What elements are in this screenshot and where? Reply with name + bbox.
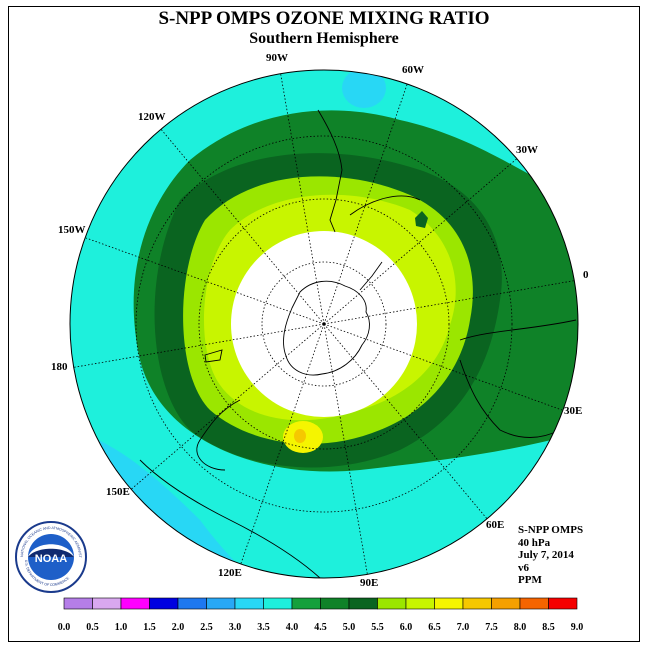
lon-label-150e: 150E [106, 486, 130, 498]
info-instrument: S-NPP OMPS [518, 524, 584, 536]
lon-label-90w: 90W [266, 52, 288, 64]
lon-label-90e: 90E [360, 577, 378, 589]
info-pressure: 40 hPa [518, 536, 551, 549]
lon-label-150w: 150W [58, 224, 86, 236]
noaa-logo: NOAA NATIONAL OCEANIC AND ATMOSPHERIC AD… [14, 520, 87, 593]
ozone-fill-3-0-north [342, 70, 386, 108]
info-version: v6 [518, 561, 529, 574]
logo-text: NOAA [35, 553, 67, 565]
lon-label-180: 180 [51, 361, 68, 373]
lon-label-30w: 30W [516, 144, 538, 156]
lon-label-120e: 120E [218, 567, 242, 579]
ozone-fill-3-5 [70, 70, 578, 578]
map-subtitle: Southern Hemisphere [249, 30, 399, 47]
info-units: PPM [518, 574, 542, 586]
map-info: S-NPP OMPS 40 hPa July 7, 2014 v6 PPM [518, 524, 583, 587]
coastlines [139, 109, 577, 578]
lon-label-30e: 30E [564, 405, 582, 417]
ozone-fill-5-0-spot [415, 211, 428, 228]
lon-label-60w: 60W [402, 64, 424, 76]
ozone-fill-7-0 [294, 429, 306, 443]
lon-label-0: 0 [583, 269, 589, 281]
lon-label-60e: 60E [486, 519, 504, 531]
lon-label-120w: 120W [138, 111, 166, 123]
info-date: July 7, 2014 [518, 549, 574, 561]
globe-outline [69, 69, 579, 579]
south-pole-dot [322, 322, 326, 326]
map-frame [8, 6, 640, 642]
map-title: S-NPP OMPS OZONE MIXING RATIO [158, 8, 490, 29]
graticule [70, 70, 578, 578]
